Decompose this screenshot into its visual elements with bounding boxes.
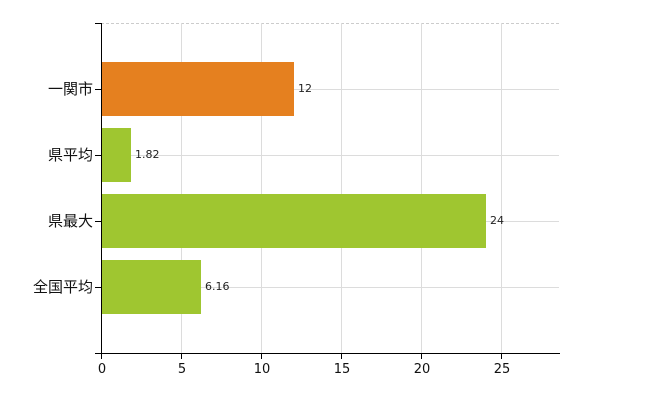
- x-axis-line: [101, 353, 560, 354]
- gridline-vertical: [501, 23, 502, 353]
- bar: [102, 194, 486, 248]
- y-tick: [95, 155, 101, 156]
- x-tick-label: 15: [333, 362, 351, 377]
- x-tick: [261, 354, 262, 359]
- gridline-vertical: [181, 23, 182, 353]
- bar-value-label: 24: [490, 214, 504, 227]
- x-tick: [501, 354, 502, 359]
- bar: [102, 260, 201, 314]
- x-tick-label: 0: [97, 362, 107, 377]
- x-tick-label: 25: [493, 362, 511, 377]
- x-tick-label: 20: [413, 362, 431, 377]
- bar: [102, 62, 294, 116]
- x-tick: [181, 354, 182, 359]
- y-axis-line: [101, 23, 102, 354]
- gridline-vertical: [421, 23, 422, 353]
- bar-value-label: 1.82: [135, 148, 160, 161]
- category-label: 一関市: [47, 80, 93, 98]
- bar-value-label: 6.16: [205, 280, 230, 293]
- x-tick: [421, 354, 422, 359]
- x-tick-label: 5: [177, 362, 187, 377]
- gridline-horizontal: [102, 155, 559, 156]
- category-label: 県平均: [47, 146, 93, 164]
- y-tick: [95, 287, 101, 288]
- gridline-vertical: [261, 23, 262, 353]
- plot-top-border: [101, 23, 559, 24]
- gridline-horizontal: [102, 287, 559, 288]
- bar-value-label: 12: [298, 82, 312, 95]
- plot-area: 12 1.82 24 6.16 0 5 10 15 20 25: [95, 23, 560, 377]
- gridline-vertical: [341, 23, 342, 353]
- gridline-horizontal: [102, 89, 559, 90]
- x-tick: [101, 354, 102, 359]
- x-tick-label: 10: [253, 362, 271, 377]
- category-label: 県最大: [47, 212, 93, 230]
- y-tick: [95, 221, 101, 222]
- y-tick: [95, 89, 101, 90]
- category-label: 全国平均: [32, 278, 93, 296]
- y-tick: [95, 353, 101, 354]
- bar: [102, 128, 131, 182]
- y-tick: [95, 23, 101, 24]
- x-tick: [341, 354, 342, 359]
